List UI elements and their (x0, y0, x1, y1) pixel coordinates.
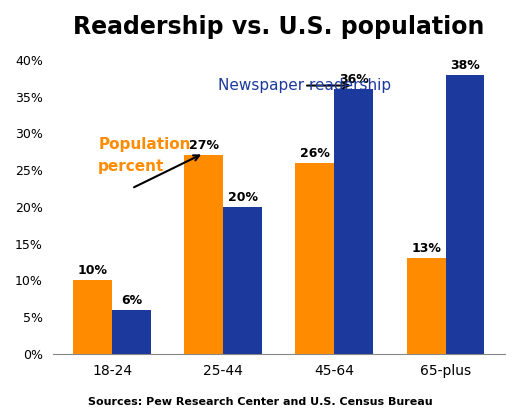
Text: 38%: 38% (450, 58, 480, 72)
Text: 36%: 36% (339, 73, 369, 86)
Bar (73, 281, 112, 354)
Text: 13%: 13% (411, 243, 441, 255)
Text: Newspaper readership: Newspaper readership (218, 78, 391, 93)
Bar (407, 258, 446, 354)
Text: Sources: Pew Research Center and U.S. Census Bureau: Sources: Pew Research Center and U.S. Ce… (88, 397, 432, 407)
Bar (295, 163, 334, 354)
Bar (446, 74, 485, 354)
Text: percent: percent (98, 159, 164, 174)
Text: 10%: 10% (77, 265, 108, 277)
Text: 20%: 20% (228, 191, 258, 204)
Text: Population: Population (98, 137, 191, 152)
Text: 6%: 6% (121, 294, 142, 307)
Bar (184, 155, 223, 354)
Bar (334, 89, 373, 354)
Text: 26%: 26% (300, 147, 330, 160)
Title: Readership vs. U.S. population: Readership vs. U.S. population (73, 15, 485, 39)
Bar (112, 310, 151, 354)
Bar (223, 207, 262, 354)
Text: 27%: 27% (189, 139, 219, 153)
